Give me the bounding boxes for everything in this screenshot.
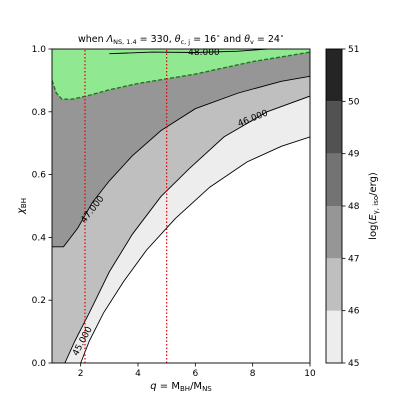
chart-title: when ΛNS, 1.4 = 330, θc, j = 16∘ and θv … <box>78 32 284 46</box>
x-tick-label: 4 <box>135 369 141 379</box>
contour-line-47.000 <box>52 75 310 248</box>
y-tick-label: 0.2 <box>32 296 46 306</box>
colorbar-band-48 <box>326 153 342 206</box>
x-tick-label: 10 <box>304 369 316 379</box>
x-axis-label: q = MBH/MNS <box>150 381 212 393</box>
colorbar-band-45 <box>326 310 342 363</box>
plot-area <box>52 49 310 363</box>
colorbar-tick-label: 50 <box>348 97 360 107</box>
colorbar-band-46 <box>326 258 342 311</box>
colorbar-tick-label: 47 <box>348 254 359 264</box>
x-tick-label: 2 <box>78 369 84 379</box>
y-tick-label: 1.0 <box>32 45 47 55</box>
colorbar-band-49 <box>326 101 342 154</box>
colorbar-band-50 <box>326 49 342 102</box>
y-tick-label: 0.8 <box>32 108 47 118</box>
no-ejecta-boundary <box>52 51 310 100</box>
colorbar-label: log(Eγ, iso/erg) <box>368 172 380 240</box>
colorbar-tick-label: 49 <box>348 150 360 160</box>
contour-line-48.000 <box>109 49 268 55</box>
colorbar-tick-label: 51 <box>348 45 359 55</box>
plot-frame <box>51 48 311 364</box>
contour-label-48.000: 48.000 <box>188 48 220 58</box>
y-axis-label: χBH <box>16 198 28 215</box>
x-tick-label: 6 <box>192 369 198 379</box>
colorbar-tick-label: 46 <box>348 307 360 317</box>
y-tick-label: 0.6 <box>32 171 47 181</box>
colorbar-tick-label: 48 <box>348 202 360 212</box>
region-below-45 <box>80 136 310 363</box>
no-ejecta-region <box>52 49 310 100</box>
y-tick-label: 0.4 <box>32 233 47 243</box>
colorbar-band-47 <box>326 206 342 259</box>
colorbar-tick-label: 45 <box>348 359 359 369</box>
y-tick-label: 0.0 <box>32 359 47 369</box>
colorbar <box>326 49 342 363</box>
x-tick-label: 8 <box>250 369 256 379</box>
contour-line-45.000 <box>80 136 310 363</box>
contour-line-46.000 <box>64 95 310 363</box>
